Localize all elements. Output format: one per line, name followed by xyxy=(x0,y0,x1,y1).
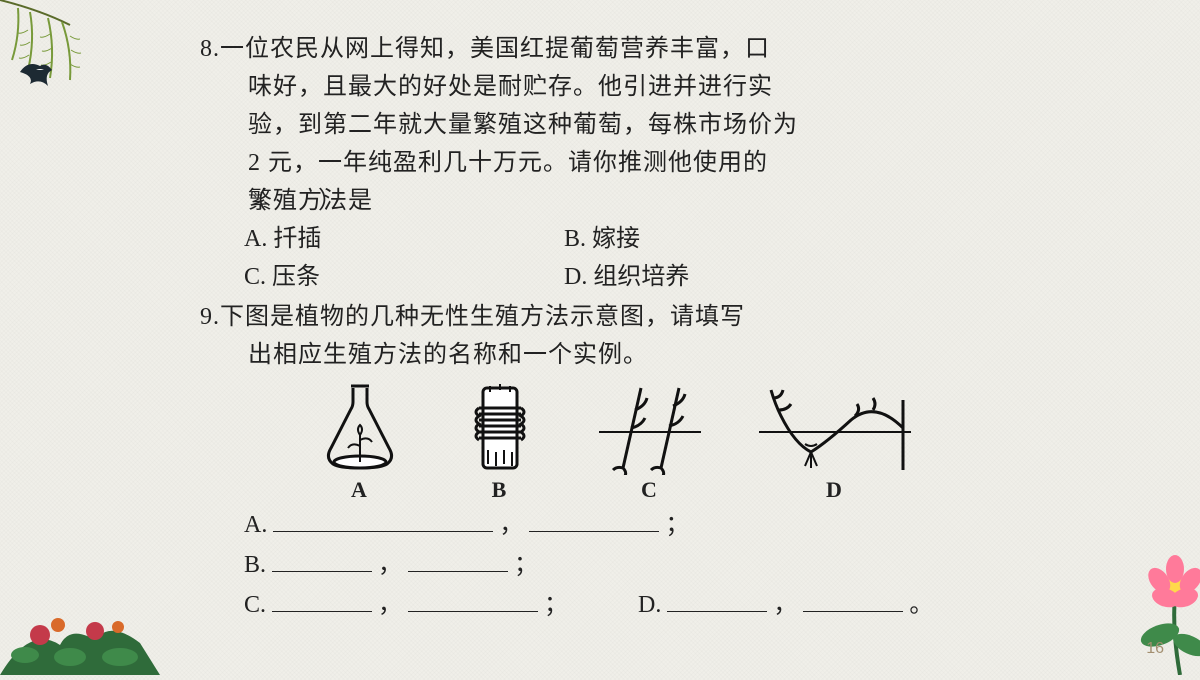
blank xyxy=(273,506,493,532)
blank xyxy=(667,586,767,612)
q8-number: 8. xyxy=(200,36,220,62)
question-9: 9.下图是植物的几种无性生殖方法示意图，请填写 出相应生殖方法的名称和一个实例。 xyxy=(200,298,1000,374)
willow-corner-decor xyxy=(0,0,150,115)
end: ； xyxy=(665,505,689,545)
q8-options-row1: A. 扦插 B. 嫁接 xyxy=(200,220,1000,258)
figure-d-label: D xyxy=(826,477,844,503)
figure-c-label: C xyxy=(641,477,659,503)
q8-options-row2: C. 压条 D. 组织培养 xyxy=(200,258,1000,296)
blank xyxy=(529,506,659,532)
q8-l2: 味好，且最大的好处是耐贮存。他引进并进行实 xyxy=(248,74,773,100)
q9-number: 9. xyxy=(200,304,220,330)
fill-row-b: B. ， ； xyxy=(244,545,1000,585)
figure-a: A xyxy=(315,380,405,503)
fill-row-cd: C. ， ； D. ， 。 xyxy=(244,585,1000,625)
plant-corner-decor xyxy=(0,565,160,680)
figure-d: D xyxy=(755,380,915,503)
figure-c: C xyxy=(595,380,705,503)
q8-option-d: D. 组织培养 xyxy=(564,258,884,296)
answer-paren: （ ） xyxy=(291,182,343,220)
page-number: 16 xyxy=(1146,640,1164,658)
sep: ， xyxy=(378,585,402,625)
figure-a-label: A xyxy=(351,477,369,503)
end: ； xyxy=(544,585,568,625)
fill-row-a: A. ， ； xyxy=(244,505,1000,545)
blank xyxy=(408,546,508,572)
end: ； xyxy=(514,545,538,585)
blank xyxy=(272,586,372,612)
blank xyxy=(803,586,903,612)
blank xyxy=(272,546,372,572)
fill-d-label: D. xyxy=(638,585,661,625)
fill-b-label: B. xyxy=(244,545,266,585)
fill-c-label: C. xyxy=(244,585,266,625)
q9-l2: 出相应生殖方法的名称和一个实例。 xyxy=(248,342,648,368)
q9-l1: 下图是植物的几种无性生殖方法示意图，请填写 xyxy=(220,304,745,330)
q8-option-b: B. 嫁接 xyxy=(564,220,884,258)
blank xyxy=(408,586,538,612)
q8-l3: 验，到第二年就大量繁殖这种葡萄，每株市场价为 xyxy=(248,112,798,138)
sep: ， xyxy=(499,505,523,545)
question-8: 8.一位农民从网上得知，美国红提葡萄营养丰富，口 味好，且最大的好处是耐贮存。他… xyxy=(200,30,1000,220)
sep: ， xyxy=(378,545,402,585)
q8-l1: 一位农民从网上得知，美国红提葡萄营养丰富，口 xyxy=(220,36,770,62)
fill-a-label: A. xyxy=(244,505,267,545)
page-content: 8.一位农民从网上得知，美国红提葡萄营养丰富，口 味好，且最大的好处是耐贮存。他… xyxy=(200,30,1000,625)
q9-fill-lines: A. ， ； B. ， ； C. ， ； D. ， 。 xyxy=(200,505,1000,625)
sep: ， xyxy=(773,585,797,625)
q8-option-c: C. 压条 xyxy=(244,258,564,296)
end: 。 xyxy=(909,585,933,625)
flower-corner-decor xyxy=(1090,535,1200,680)
q8-option-a: A. 扦插 xyxy=(244,220,564,258)
q8-l4: 2 元，一年纯盈利几十万元。请你推测他使用的 xyxy=(248,150,768,176)
q9-figure: A B xyxy=(200,380,1000,503)
figure-b-label: B xyxy=(492,477,509,503)
figure-b: B xyxy=(455,380,545,503)
